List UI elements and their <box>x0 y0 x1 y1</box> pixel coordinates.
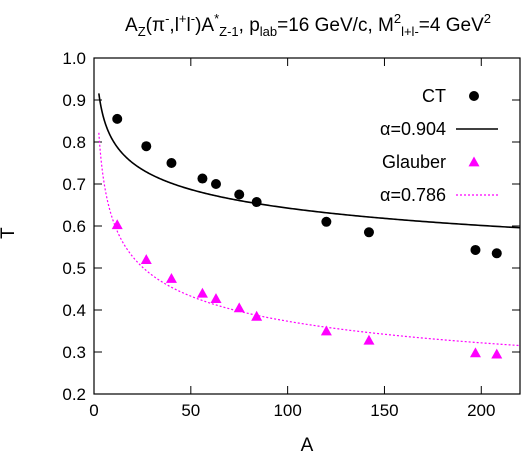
fit-curve <box>98 132 521 347</box>
fit-curves <box>98 93 521 347</box>
data-point <box>469 347 481 358</box>
chart-title-part: 2 <box>394 11 401 26</box>
data-point <box>112 113 123 124</box>
chart-title-part: + <box>179 11 187 26</box>
data-point <box>491 348 503 359</box>
chart-title-part: lab <box>260 24 277 39</box>
data-point <box>210 179 221 189</box>
chart-title-part: )A <box>195 15 214 36</box>
axis-ticks <box>93 57 520 395</box>
y-tick-label: 1.0 <box>62 49 86 68</box>
data-point <box>251 197 262 208</box>
x-tick-label: 50 <box>181 401 200 420</box>
data-point <box>165 273 177 283</box>
x-tick-label: 200 <box>467 401 495 420</box>
data-point <box>470 244 481 255</box>
legend-label: Glauber <box>382 152 446 172</box>
data-point <box>196 287 208 298</box>
data-point <box>491 248 502 259</box>
chart-title-part: Z <box>138 24 146 39</box>
chart-title-part: (π <box>146 15 165 36</box>
chart-title-part: , p <box>239 15 260 36</box>
data-point <box>363 334 375 345</box>
y-tick-label: 0.6 <box>62 217 86 236</box>
data-point <box>197 173 208 184</box>
chart-title-part: - <box>165 11 169 26</box>
tick-labels: 0 50 100 150 200 0.2 0.3 0.4 0.5 0.6 0.7 0.8 0.9 1.0 <box>62 49 495 420</box>
y-tick-label: 0.9 <box>62 91 86 110</box>
data-point <box>141 141 152 152</box>
chart-title-part: Z-1 <box>219 24 239 39</box>
legend-label: α=0.786 <box>380 185 446 205</box>
plot-frame <box>93 57 521 395</box>
chart-title-part: =4 GeV <box>419 15 484 36</box>
data-point <box>140 254 152 264</box>
legend: CT α=0.904 Glauber α=0.786 <box>380 86 498 205</box>
chart-title-part: l+l- <box>401 24 419 39</box>
chart-title-part: - <box>191 11 195 26</box>
data-point <box>320 325 332 336</box>
y-tick-label: 0.2 <box>62 385 86 404</box>
chart-title-part: 2 <box>484 11 491 26</box>
data-point <box>234 189 245 200</box>
fit-curve <box>98 93 521 229</box>
y-tick-label: 0.7 <box>62 175 86 194</box>
legend-marker <box>468 156 480 167</box>
x-axis-label: A <box>301 435 314 456</box>
y-tick-label: 0.8 <box>62 133 86 152</box>
y-axis-label: T <box>0 227 19 239</box>
legend-label: α=0.904 <box>380 119 446 139</box>
chart-title-part: =16 GeV/c, M <box>277 15 394 36</box>
chart-title: AZ(π-,l+l-)A*Z-1, plab=16 GeV/c, M2l+l-=… <box>125 11 491 39</box>
data-point <box>363 227 374 238</box>
data-point <box>166 158 177 168</box>
chart-title-part: A <box>125 15 138 36</box>
legend-label: CT <box>422 86 446 106</box>
y-tick-label: 0.4 <box>62 301 86 320</box>
data-points <box>111 113 503 359</box>
x-tick-label: 100 <box>273 401 301 420</box>
y-tick-label: 0.3 <box>62 343 86 362</box>
data-point <box>251 310 263 321</box>
y-tick-label: 0.5 <box>62 259 86 278</box>
x-tick-label: 0 <box>89 401 98 420</box>
data-point <box>210 293 222 304</box>
chart-title-part: l <box>187 15 191 36</box>
data-point <box>321 216 332 227</box>
data-point <box>233 302 245 313</box>
x-tick-label: 150 <box>370 401 398 420</box>
chart-title-part: * <box>214 11 219 26</box>
chart-title-part: ,l <box>169 15 179 36</box>
legend-marker <box>469 91 479 101</box>
data-point <box>111 219 123 230</box>
